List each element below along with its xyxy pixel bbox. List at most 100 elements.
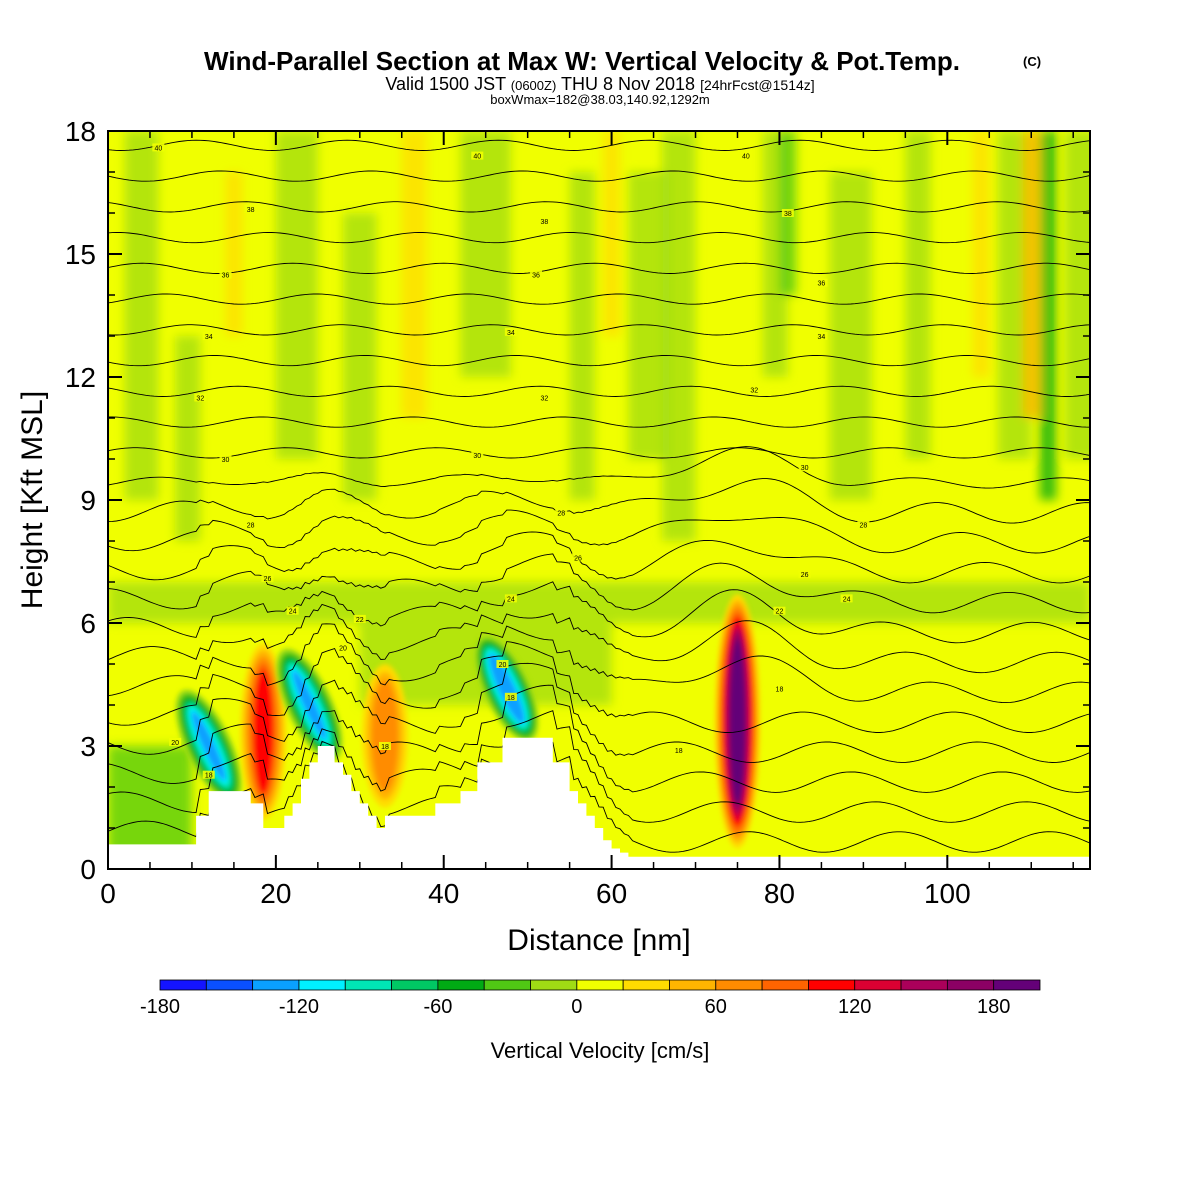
theta-label: 28 [555, 508, 568, 517]
colorbar-swatch [298, 979, 346, 991]
theta-contours [108, 110, 1090, 853]
x-tick-label: 100 [924, 878, 971, 909]
colorbar-tick-label: -60 [423, 996, 452, 1018]
theta-contour [108, 110, 1090, 120]
valid-date: THU 8 Nov 2018 [561, 74, 695, 94]
theta-label-bg [353, 614, 366, 623]
theta-label: 38 [244, 204, 257, 214]
theta-label-text: 20 [499, 662, 507, 669]
theta-label-bg [378, 742, 391, 750]
forecast-info: [24hrFcst@1514z] [700, 77, 815, 93]
colorbar-tick-label: -180 [140, 996, 180, 1018]
theta-label: 24 [286, 606, 299, 616]
theta-label-text: 40 [742, 154, 750, 161]
theta-label: 28 [244, 520, 257, 530]
theta-label: 18 [378, 742, 391, 751]
theta-label: 38 [538, 217, 551, 226]
theta-label-text: 38 [541, 219, 549, 226]
theta-label-text: 24 [289, 609, 297, 616]
terrain [108, 737, 1090, 869]
texture-streak [829, 172, 872, 500]
theta-label-bg [857, 520, 870, 529]
theta-label: 34 [504, 327, 517, 337]
theta-label-text: 28 [557, 510, 565, 517]
theta-contour [108, 478, 1090, 524]
velocity-shade [732, 645, 743, 798]
chart-title: Wind-Parallel Section at Max W: Vertical… [204, 46, 960, 76]
theta-label-text: 30 [473, 453, 481, 460]
theta-contour [108, 201, 1090, 213]
theta-label: 20 [337, 643, 350, 653]
colorbar-tick-label: 180 [977, 996, 1010, 1018]
theta-label-bg [244, 520, 257, 529]
colorbar-swatch [483, 979, 531, 991]
velocity-texture [108, 131, 1090, 869]
theta-contour [108, 139, 1090, 151]
theta-label-text: 18 [507, 695, 515, 702]
y-axis-label: Height [Kft MSL] [16, 391, 49, 609]
colorbar-swatch [391, 979, 439, 991]
theta-label-text: 28 [859, 523, 867, 530]
texture-streak [401, 131, 427, 418]
theta-label-bg [773, 606, 786, 615]
theta-label: 18 [672, 746, 685, 755]
theta-label-bg [286, 606, 299, 615]
x-axis-label: Distance [nm] [507, 924, 690, 957]
theta-label: 22 [773, 606, 786, 616]
theta-contour [108, 262, 1090, 274]
theta-label: 32 [748, 385, 761, 394]
colorbar-swatch [576, 979, 624, 991]
theta-label-bg [194, 393, 207, 402]
theta-contour [108, 623, 1090, 704]
texture-streak [175, 336, 201, 541]
theta-contour [108, 416, 1090, 428]
theta-contour [108, 446, 1090, 489]
colorbar: -180 -120 -60 0 60 120 180 [140, 979, 1041, 1018]
theta-label-bg [219, 270, 232, 279]
theta-label: 34 [202, 332, 215, 341]
velocity-shade [376, 688, 393, 784]
theta-label-text: 40 [473, 154, 481, 161]
theta-label-bg [555, 508, 568, 517]
velocity-core-downdraft [175, 689, 243, 803]
texture-streak [1022, 131, 1040, 418]
velocity-shade [491, 656, 523, 721]
colorbar-swatch [159, 979, 207, 991]
theta-label-text: 40 [154, 145, 162, 152]
x-tick-label: 80 [764, 878, 795, 909]
theta-label: 40 [739, 151, 752, 161]
plot-area: 40 40 40 38 38 38 36 36 36 34 34 34 32 32 32 30 30 30 28 28… [108, 110, 1090, 869]
theta-label: 32 [194, 393, 207, 403]
theta-label: 18 [202, 770, 215, 780]
theta-contour [108, 509, 1090, 554]
theta-contour [108, 684, 1090, 793]
theta-label-bg [202, 770, 215, 779]
theta-label-bg [261, 573, 274, 582]
texture-streak [108, 582, 1090, 623]
theta-label-bg [815, 332, 828, 340]
theta-label-text: 36 [818, 281, 826, 288]
theta-contour [108, 385, 1090, 397]
theta-label-bg [471, 450, 484, 459]
theta-label-text: 26 [574, 555, 582, 562]
y-tick-label: 15 [65, 239, 96, 270]
texture-streak [460, 131, 511, 377]
colorbar-swatch [205, 979, 254, 991]
colorbar-swatch [900, 979, 948, 991]
colorbar-title: Vertical Velocity [cm/s] [491, 1038, 710, 1063]
valid-prefix: Valid 1500 JST [385, 74, 506, 94]
theta-label-bg [538, 393, 551, 402]
theta-label: 22 [353, 614, 366, 624]
theta-label-bg [504, 594, 517, 603]
valid-time-line: Valid 1500 JST (0600Z) THU 8 Nov 2018 [2… [385, 74, 814, 94]
theta-label-text: 26 [801, 572, 809, 579]
texture-streak [661, 131, 696, 541]
theta-label-bg [748, 385, 761, 394]
theta-contour [108, 740, 1090, 853]
texture-streak [905, 131, 931, 459]
colorbar-swatch [854, 979, 902, 991]
velocity-shade [191, 711, 226, 781]
theta-label: 30 [798, 463, 811, 472]
theta-label-text: 34 [507, 330, 515, 337]
